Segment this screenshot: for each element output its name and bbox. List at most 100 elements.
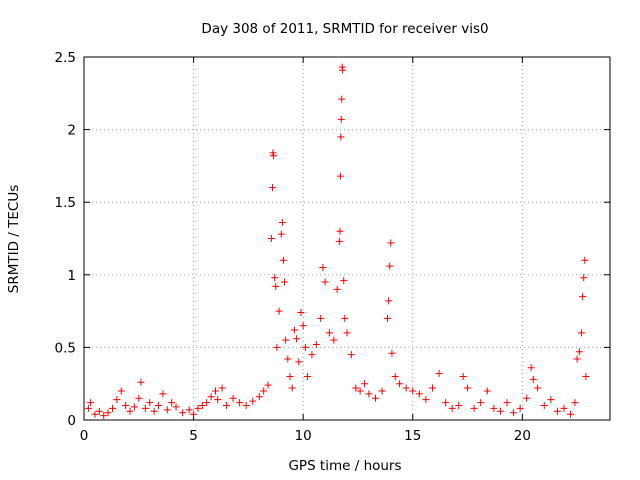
data-point xyxy=(496,407,504,415)
data-point xyxy=(269,149,277,157)
data-point xyxy=(523,394,531,402)
data-point xyxy=(312,340,320,348)
data-point xyxy=(402,384,410,392)
data-point xyxy=(270,152,278,160)
data-point xyxy=(284,355,292,363)
data-point xyxy=(198,401,206,409)
data-point xyxy=(464,384,472,392)
data-point xyxy=(273,343,281,351)
data-point xyxy=(87,399,95,407)
data-point xyxy=(190,410,198,418)
data-point xyxy=(104,409,112,417)
data-point xyxy=(286,372,294,380)
data-point xyxy=(295,358,303,366)
data-point xyxy=(470,404,478,412)
data-point xyxy=(242,401,250,409)
data-point xyxy=(527,364,535,372)
data-point xyxy=(361,380,369,388)
data-point xyxy=(308,351,316,359)
data-point xyxy=(277,230,285,238)
data-point xyxy=(260,387,268,395)
data-point xyxy=(333,285,341,293)
data-point xyxy=(108,404,116,412)
data-point xyxy=(567,410,575,418)
data-point-layer xyxy=(84,63,590,420)
data-point xyxy=(330,336,338,344)
x-tick-label: 10 xyxy=(295,428,312,444)
chart-title: Day 308 of 2011, SRMTID for receiver vis… xyxy=(201,21,488,37)
y-tick-label: 1.5 xyxy=(55,195,76,211)
data-point xyxy=(483,387,491,395)
data-point xyxy=(282,336,290,344)
data-point xyxy=(222,401,230,409)
data-point xyxy=(126,407,134,415)
data-point xyxy=(428,384,436,392)
data-point xyxy=(317,314,325,322)
data-point xyxy=(516,404,524,412)
data-point xyxy=(503,399,511,407)
data-point xyxy=(455,401,463,409)
data-point xyxy=(278,219,286,227)
data-point xyxy=(141,404,149,412)
data-point xyxy=(386,262,394,270)
data-point xyxy=(477,399,485,407)
data-point xyxy=(268,184,276,192)
data-point xyxy=(448,404,456,412)
data-point xyxy=(84,404,92,412)
data-point xyxy=(510,409,518,417)
data-point xyxy=(529,375,537,383)
y-axis-label: SRMTID / TECUs xyxy=(6,185,22,293)
data-point xyxy=(435,370,443,378)
data-point xyxy=(337,133,345,141)
data-point xyxy=(297,309,305,317)
data-point xyxy=(163,406,171,414)
data-point xyxy=(214,396,222,404)
data-point xyxy=(573,355,581,363)
data-point xyxy=(279,256,287,264)
x-tick-label: 0 xyxy=(80,428,89,444)
data-point xyxy=(321,278,329,286)
data-point xyxy=(580,274,588,282)
data-point xyxy=(113,396,121,404)
data-point xyxy=(179,409,187,417)
data-point xyxy=(117,387,125,395)
data-point xyxy=(534,384,542,392)
data-point xyxy=(272,282,280,290)
data-point xyxy=(387,239,395,247)
data-point xyxy=(338,95,346,103)
data-point xyxy=(490,404,498,412)
data-point xyxy=(388,349,396,357)
y-tick-label: 2 xyxy=(67,123,76,139)
data-point xyxy=(385,297,393,305)
data-point xyxy=(335,237,343,245)
data-point xyxy=(264,381,272,389)
data-point xyxy=(255,393,263,401)
data-point xyxy=(337,115,345,123)
data-point xyxy=(341,314,349,322)
data-point xyxy=(207,393,215,401)
data-point xyxy=(172,403,180,411)
data-point xyxy=(560,404,568,412)
data-point xyxy=(301,343,309,351)
data-point xyxy=(146,399,154,407)
y-tick-label: 0 xyxy=(67,413,76,429)
data-point xyxy=(578,329,586,337)
data-point xyxy=(378,387,386,395)
data-point xyxy=(575,348,583,356)
data-point xyxy=(579,293,587,301)
data-point xyxy=(352,384,360,392)
x-tick-label: 15 xyxy=(404,428,421,444)
data-point xyxy=(212,387,219,395)
data-point xyxy=(135,394,143,402)
x-tick-label: 5 xyxy=(189,428,198,444)
data-point xyxy=(553,407,561,415)
data-point xyxy=(339,66,347,74)
data-point xyxy=(150,407,158,415)
data-point xyxy=(325,329,333,337)
data-point xyxy=(396,380,404,388)
data-point xyxy=(122,401,130,409)
data-point xyxy=(336,172,344,180)
data-point xyxy=(271,274,279,282)
tick-label-layer: 0 5 10 15 20 0 0.5 1 1.5 2 2.5 xyxy=(55,50,531,444)
